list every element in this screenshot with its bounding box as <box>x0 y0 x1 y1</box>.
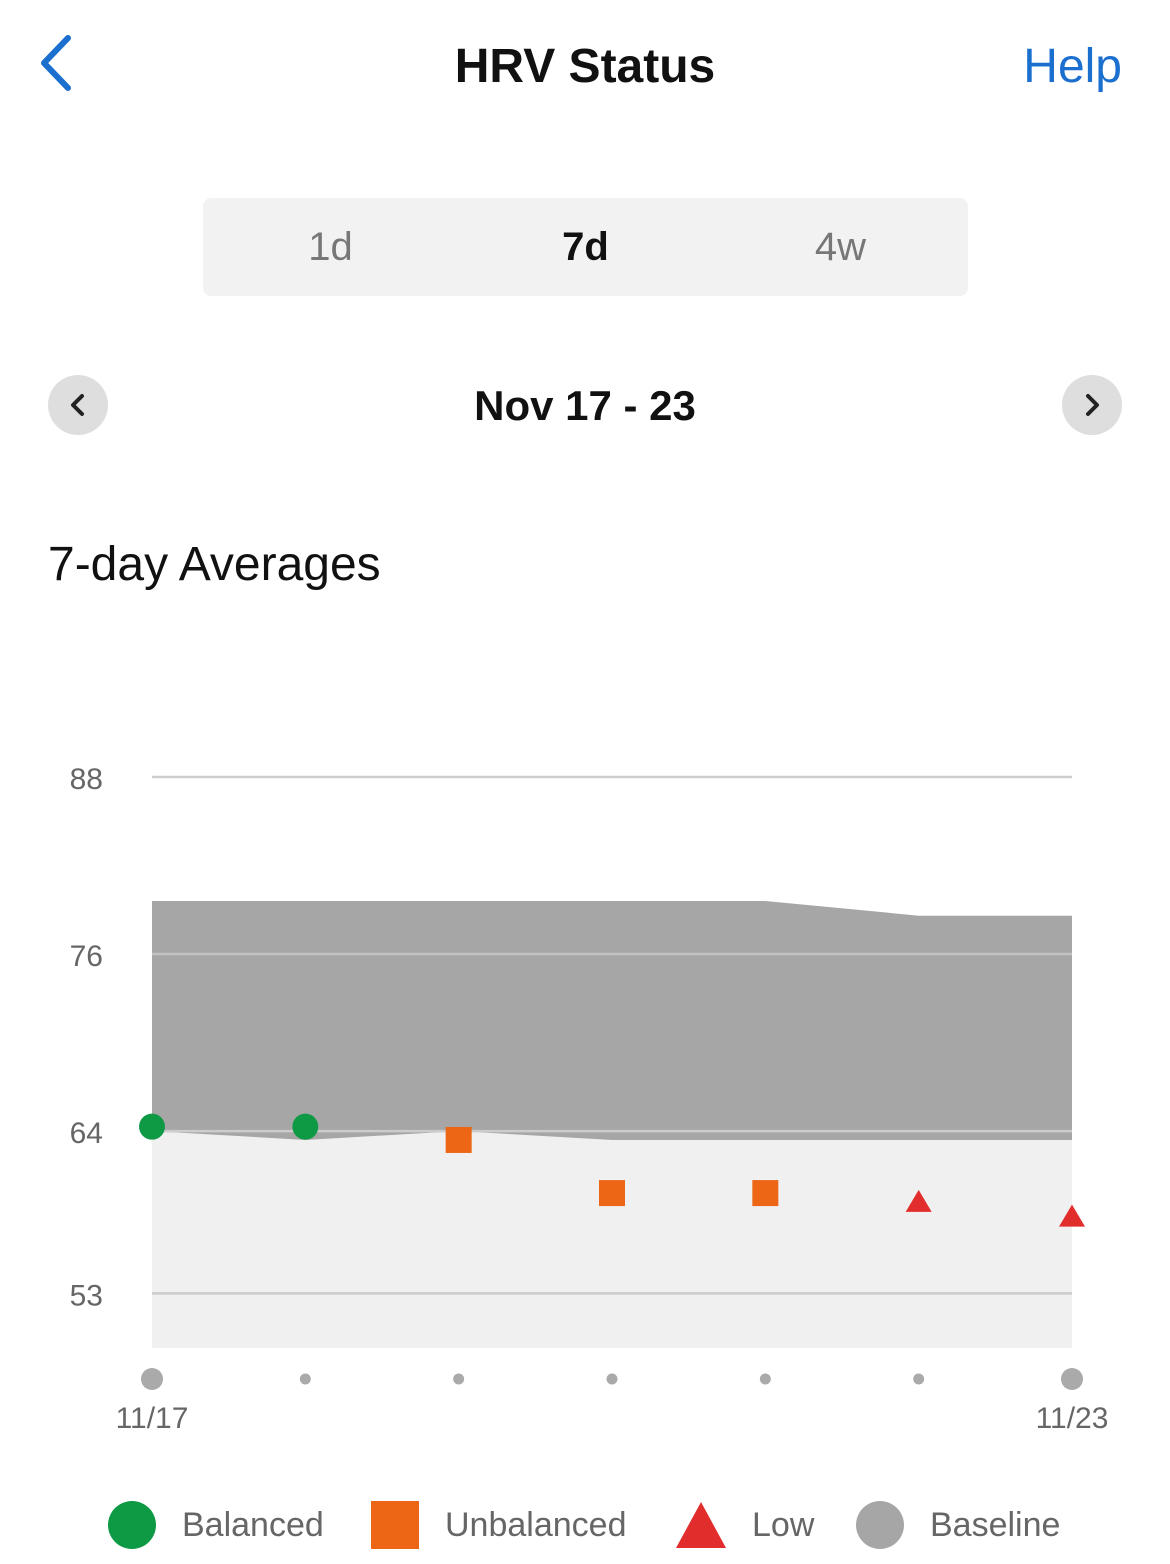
triangle-marker-icon <box>676 1502 726 1548</box>
circle-marker-icon <box>108 1501 156 1549</box>
next-week-button[interactable] <box>1062 375 1122 435</box>
data-point-balanced-11/17 <box>139 1113 165 1140</box>
date-range-label: Nov 17 - 23 <box>474 382 696 429</box>
legend-item-unbalanced: Unbalanced <box>371 1490 626 1560</box>
back-button[interactable] <box>28 28 88 98</box>
data-point-unbalanced-11/19 <box>445 1126 472 1153</box>
y-tick-label-76: 76 <box>70 940 103 973</box>
help-link[interactable]: Help <box>1023 40 1122 93</box>
tab-4w[interactable]: 4w <box>814 224 867 269</box>
x-axis-dot-11/18 <box>299 1373 311 1385</box>
legend-item-low: Low <box>676 1490 814 1560</box>
x-axis-dot-11/21 <box>759 1373 771 1385</box>
y-tick-label-88: 88 <box>70 763 103 796</box>
data-point-balanced-11/18 <box>292 1113 319 1140</box>
section-title: 7-day Averages <box>48 538 381 591</box>
square-marker-icon <box>371 1501 419 1549</box>
x-axis-dot-11/17 <box>141 1368 163 1390</box>
previous-week-button[interactable] <box>48 375 108 435</box>
circle-marker-icon <box>856 1501 904 1549</box>
legend-marker-low <box>676 1502 726 1548</box>
legend-marker-baseline <box>856 1501 904 1549</box>
x-axis-dot-11/20 <box>606 1373 618 1385</box>
legend-item-baseline: Baseline <box>856 1490 1060 1560</box>
x-axis-dot-11/23 <box>1061 1368 1083 1390</box>
legend-marker-unbalanced <box>371 1501 419 1549</box>
date-navigator: Nov 17 - 23 <box>0 370 1170 442</box>
legend-label-unbalanced: Unbalanced <box>445 1505 627 1544</box>
hrv-chart: 53 64 76 88 11/17 11/23 <box>70 763 1109 1435</box>
tab-1d[interactable]: 1d <box>308 224 353 269</box>
navigation-bar: HRV Status Help <box>0 0 1170 135</box>
chevron-left-icon <box>41 35 71 91</box>
chevron-right-icon <box>1086 394 1099 416</box>
legend-item-balanced: Balanced <box>108 1490 324 1560</box>
below-baseline-area <box>152 1131 1072 1348</box>
y-tick-label-64: 64 <box>70 1117 103 1150</box>
legend-label-balanced: Balanced <box>182 1505 324 1544</box>
period-selector: 1d 7d 4w <box>203 198 968 296</box>
data-point-unbalanced-11/20 <box>599 1180 625 1207</box>
chart-legend: Balanced Unbalanced Low Baseline <box>0 1490 1170 1560</box>
y-tick-label-53: 53 <box>70 1279 103 1312</box>
baseline-band <box>152 900 1072 1140</box>
x-tick-label-11/23: 11/23 <box>1036 1402 1109 1435</box>
x-tick-label-11/17: 11/17 <box>116 1402 189 1435</box>
tab-7d[interactable]: 7d <box>562 224 609 269</box>
data-point-unbalanced-11/21 <box>752 1180 779 1207</box>
chevron-left-icon <box>71 394 84 416</box>
data-point-low-11/22 <box>905 1189 932 1212</box>
page-title: HRV Status <box>454 40 716 93</box>
legend-marker-balanced <box>108 1501 156 1549</box>
x-axis-dot-11/22 <box>913 1373 925 1385</box>
legend-label-low: Low <box>752 1505 815 1544</box>
data-point-low-11/23 <box>1059 1204 1085 1227</box>
legend-label-baseline: Baseline <box>930 1505 1061 1544</box>
x-axis-dot-11/19 <box>453 1373 465 1385</box>
